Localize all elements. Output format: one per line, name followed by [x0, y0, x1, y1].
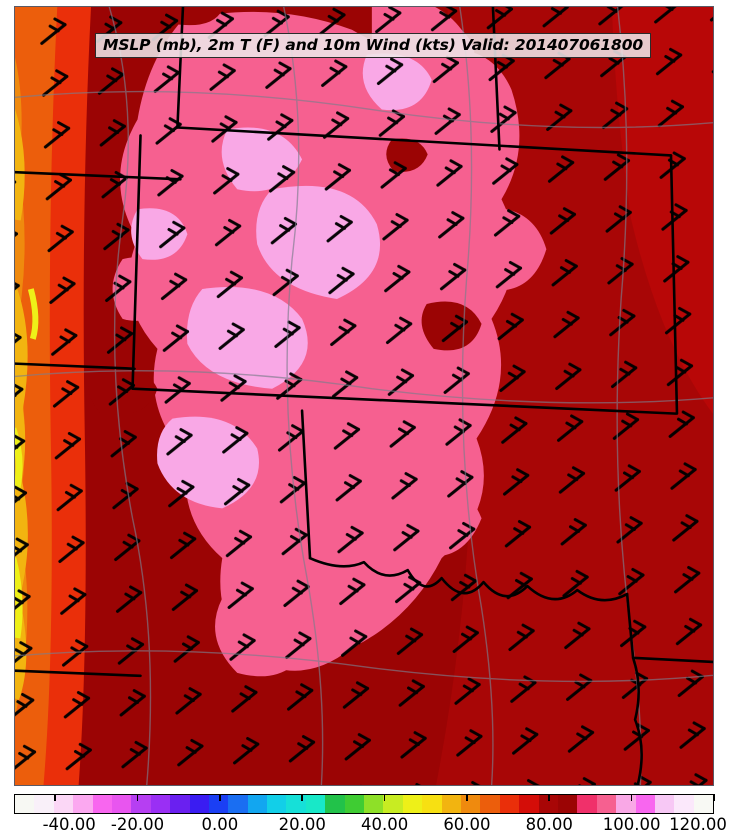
colorbar-cell-27: [538, 795, 558, 813]
colorbar-cell-10: [208, 795, 229, 813]
colorbar: -40.00 -20.00 0.00 20.00 40.00 60.00 80.00 100.…: [14, 794, 727, 837]
colorbar-gradient: [14, 794, 714, 814]
colorbar-label-1: -20.00: [110, 815, 165, 834]
colorbar-label-2: 0.00: [201, 815, 239, 834]
colorbar-cell-19: [383, 795, 403, 813]
colorbar-cell-9: [189, 795, 209, 813]
colorbar-cell-18: [364, 795, 384, 813]
colorbar-cell-29: [577, 795, 597, 813]
mslp-contours: [15, 7, 713, 785]
colorbar-cell-8: [170, 795, 190, 813]
colorbar-cell-3: [73, 795, 93, 813]
colorbar-cell-26: [519, 795, 539, 813]
colorbar-cell-31: [616, 795, 636, 813]
colorbar-cell-15: [305, 795, 326, 813]
colorbar-cell-5: [111, 795, 132, 813]
colorbar-cell-12: [247, 795, 268, 813]
map-frame: MSLP (mb), 2m T (F) and 10m Wind (kts) V…: [14, 6, 714, 786]
colorbar-cell-24: [480, 795, 500, 813]
map-canvas: [15, 7, 713, 785]
map-title: MSLP (mb), 2m T (F) and 10m Wind (kts) V…: [95, 33, 652, 58]
colorbar-label-7: 100.00: [602, 815, 661, 834]
colorbar-cell-17: [344, 795, 365, 813]
wind-barb-field: [15, 7, 713, 785]
colorbar-cell-7: [150, 795, 171, 813]
colorbar-label-3: 20.00: [278, 815, 326, 834]
colorbar-cell-25: [499, 795, 520, 813]
colorbar-cell-20: [402, 795, 423, 813]
colorbar-cell-0: [15, 795, 35, 813]
colorbar-cell-16: [325, 795, 345, 813]
colorbar-cell-2: [53, 795, 74, 813]
colorbar-cell-32: [635, 795, 655, 813]
map-svg: [15, 7, 713, 785]
colorbar-label-0: -40.00: [42, 815, 96, 834]
colorbar-cell-30: [596, 795, 617, 813]
colorbar-label-5: 60.00: [443, 815, 491, 834]
colorbar-cell-11: [228, 795, 248, 813]
colorbar-cell-23: [460, 795, 481, 813]
map-plot-area: [15, 7, 713, 785]
colorbar-cell-21: [422, 795, 442, 813]
colorbar-label-8: 120.00: [669, 815, 727, 834]
colorbar-cell-35: [693, 795, 714, 813]
colorbar-label-6: 80.00: [525, 815, 573, 834]
colorbar-cell-28: [557, 795, 578, 813]
colorbar-cell-13: [267, 795, 287, 813]
colorbar-cell-22: [441, 795, 461, 813]
colorbar-tick-labels: -40.00 -20.00 0.00 20.00 40.00 60.00 80.00 100.…: [14, 815, 727, 837]
colorbar-cell-14: [286, 795, 306, 813]
colorbar-cell-33: [654, 795, 675, 813]
colorbar-cell-4: [92, 795, 112, 813]
colorbar-cell-1: [34, 795, 54, 813]
colorbar-cell-6: [131, 795, 151, 813]
colorbar-cell-34: [674, 795, 694, 813]
colorbar-label-4: 40.00: [360, 815, 409, 834]
